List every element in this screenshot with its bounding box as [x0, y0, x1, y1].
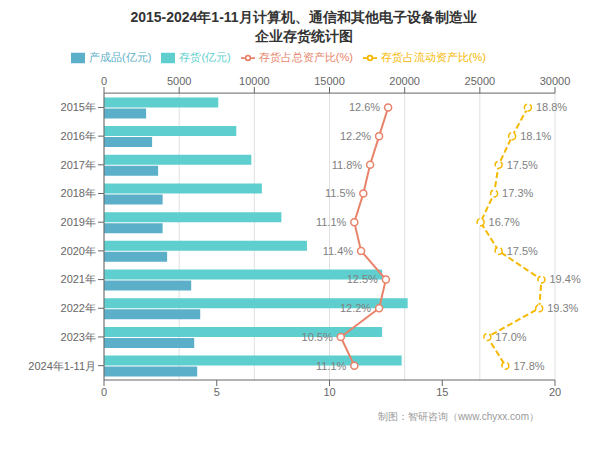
svg-text:2022年: 2022年	[61, 302, 96, 314]
svg-text:2016年: 2016年	[61, 130, 96, 142]
svg-text:19.3%: 19.3%	[547, 302, 578, 314]
svg-text:11.5%: 11.5%	[325, 187, 356, 199]
svg-text:2018年: 2018年	[61, 187, 96, 199]
svg-text:11.4%: 11.4%	[323, 245, 354, 257]
svg-text:2024年1-11月: 2024年1-11月	[28, 360, 96, 372]
html-text:2015-2024年1-11月计算机、通信和其他电子设备制造: 2015-2024年1-11月计算机、通信和其他电子设备制造业	[130, 9, 477, 25]
svg-text:15000: 15000	[314, 75, 345, 87]
svg-text:12.2%: 12.2%	[340, 302, 371, 314]
svg-text:0: 0	[101, 386, 107, 398]
svg-text:18.8%: 18.8%	[536, 101, 567, 113]
html-text:存货占流动资产比(%): 存货占流动资产比(%)	[380, 51, 486, 63]
svg-text:19.4%: 19.4%	[549, 273, 580, 285]
svg-text:20000: 20000	[389, 75, 420, 87]
svg-text:11.1%: 11.1%	[316, 216, 347, 228]
svg-text:17.5%: 17.5%	[507, 245, 538, 257]
svg-text:12.6%: 12.6%	[349, 101, 380, 113]
svg-text:2015年: 2015年	[61, 101, 96, 113]
html-text:产成品(亿元): 产成品(亿元)	[89, 51, 152, 63]
svg-text:18.1%: 18.1%	[520, 130, 551, 142]
html-text:制图：智研咨询（www.chyxx.com）: 制图：智研咨询（www.chyxx.com）	[377, 411, 539, 422]
html-text:存货占总资产比(%): 存货占总资产比(%)	[258, 51, 353, 63]
svg-text:0: 0	[101, 75, 107, 87]
svg-text:2023年: 2023年	[61, 331, 96, 343]
svg-text:5000: 5000	[167, 75, 191, 87]
svg-text:30000: 30000	[540, 75, 571, 87]
svg-text:11.1%: 11.1%	[316, 360, 347, 372]
svg-text:2020年: 2020年	[61, 245, 96, 257]
svg-text:10: 10	[323, 386, 335, 398]
html-text:存货(亿元): 存货(亿元)	[179, 51, 231, 63]
svg-text:12.2%: 12.2%	[340, 130, 371, 142]
svg-text:16.7%: 16.7%	[489, 216, 520, 228]
svg-text:5: 5	[214, 386, 220, 398]
svg-text:17.8%: 17.8%	[513, 360, 544, 372]
svg-text:15: 15	[436, 386, 448, 398]
svg-text:10000: 10000	[239, 75, 270, 87]
svg-text:17.3%: 17.3%	[502, 187, 533, 199]
svg-text:17.0%: 17.0%	[495, 331, 526, 343]
svg-text:2019年: 2019年	[61, 216, 96, 228]
svg-text:2021年: 2021年	[61, 273, 96, 285]
svg-text:2017年: 2017年	[61, 159, 96, 171]
svg-text:12.5%: 12.5%	[347, 273, 378, 285]
svg-text:11.8%: 11.8%	[332, 159, 363, 171]
svg-text:10.5%: 10.5%	[302, 331, 333, 343]
svg-text:25000: 25000	[465, 75, 496, 87]
svg-text:17.5%: 17.5%	[507, 159, 538, 171]
html-text:企业存货统计图: 企业存货统计图	[254, 28, 353, 44]
svg-text:20: 20	[549, 386, 561, 398]
